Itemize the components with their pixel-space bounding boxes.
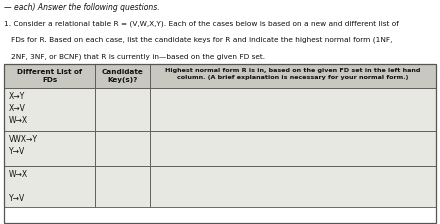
- Bar: [4, 131, 95, 166]
- Bar: [4, 88, 95, 131]
- Text: X→Y
X→V
W→X: X→Y X→V W→X: [9, 92, 28, 125]
- Bar: [4, 64, 95, 88]
- Text: VWX→Y
Y→V: VWX→Y Y→V: [9, 135, 38, 156]
- Text: Highest normal form R is in, based on the given FD set in the left hand
column. : Highest normal form R is in, based on th…: [165, 68, 420, 80]
- Text: 2NF, 3NF, or BCNF) that R is currently in—based on the given FD set.: 2NF, 3NF, or BCNF) that R is currently i…: [11, 54, 265, 60]
- Bar: [95, 166, 150, 207]
- Bar: [95, 131, 150, 166]
- Bar: [150, 131, 436, 166]
- Bar: [150, 88, 436, 131]
- Bar: [4, 166, 95, 207]
- Text: FDs for R. Based on each case, list the candidate keys for R and indicate the hi: FDs for R. Based on each case, list the …: [11, 37, 392, 43]
- Bar: [95, 88, 150, 131]
- Bar: [150, 64, 436, 88]
- Text: W→X

Y→V: W→X Y→V: [9, 170, 28, 203]
- Bar: [4, 64, 436, 223]
- Text: 1. Consider a relational table R = (V,W,X,Y). Each of the cases below is based o: 1. Consider a relational table R = (V,W,…: [4, 20, 399, 27]
- Text: — each) Answer the following questions.: — each) Answer the following questions.: [4, 3, 160, 12]
- Bar: [95, 64, 150, 88]
- Text: Different List of
FDs: Different List of FDs: [17, 69, 82, 83]
- Bar: [150, 166, 436, 207]
- Text: Candidate
Key(s)?: Candidate Key(s)?: [101, 69, 143, 83]
